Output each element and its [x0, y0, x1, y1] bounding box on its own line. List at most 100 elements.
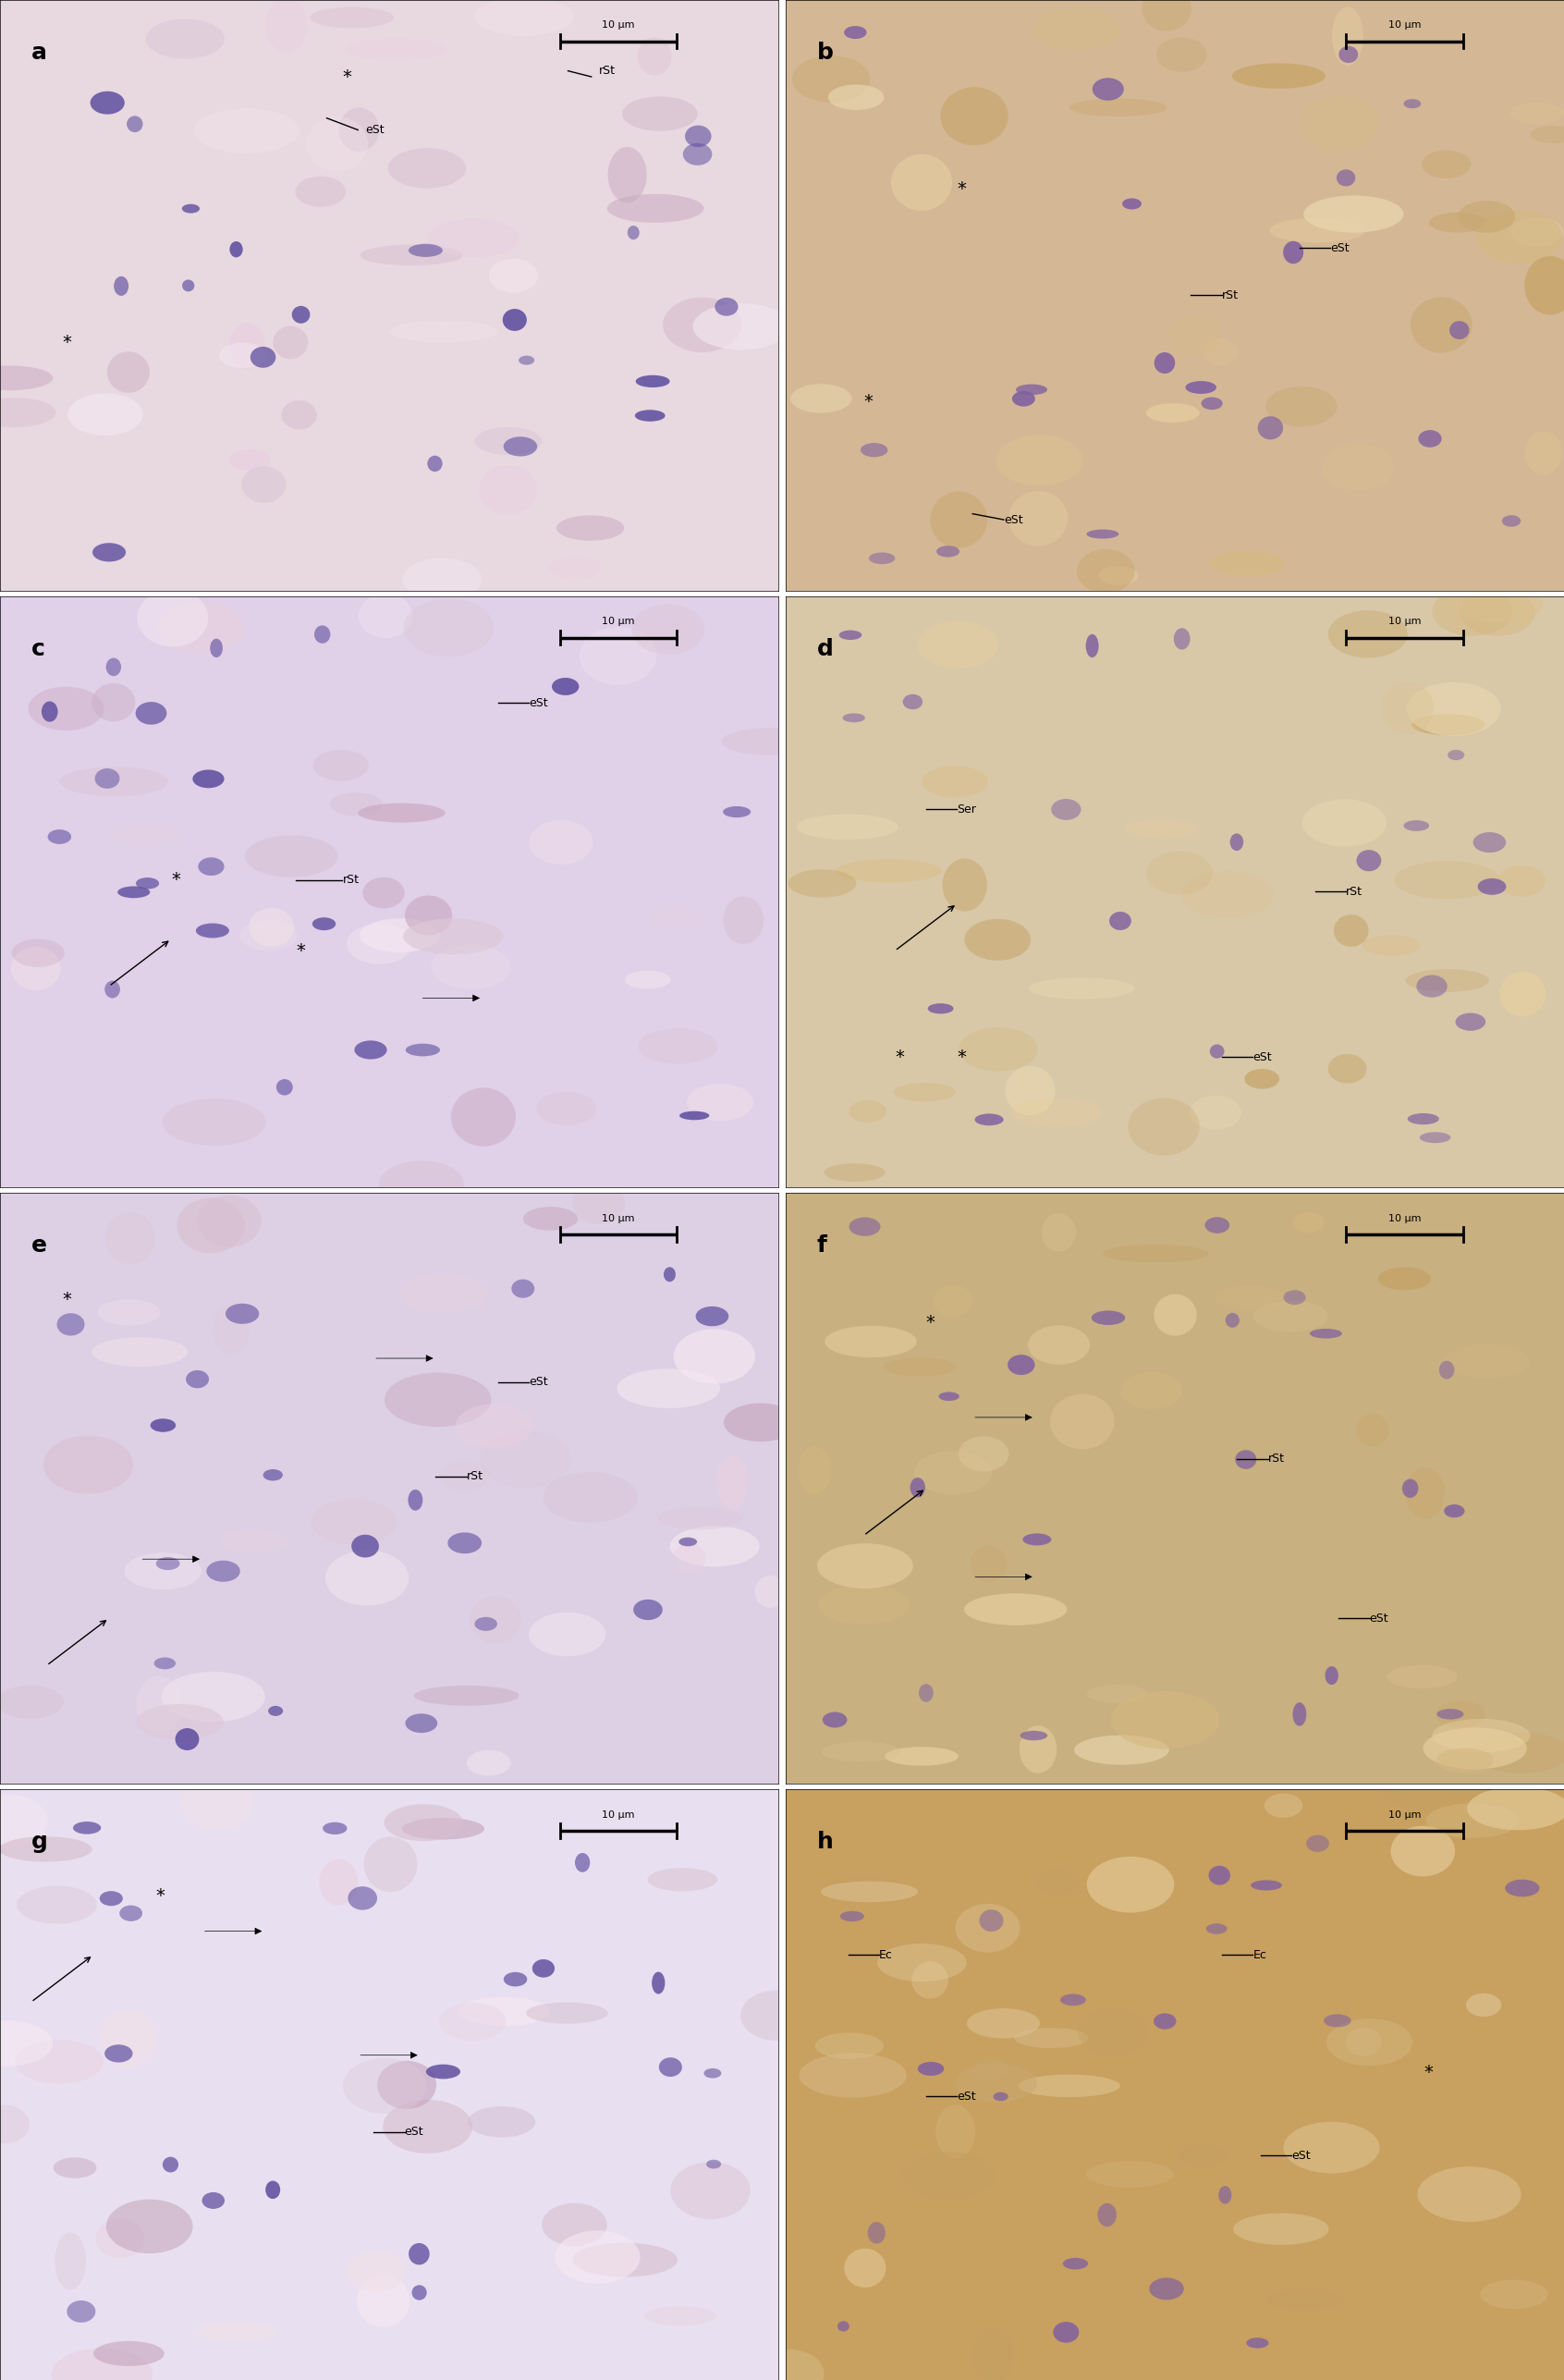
Ellipse shape [679, 1537, 698, 1547]
Ellipse shape [292, 307, 310, 324]
Ellipse shape [1042, 1214, 1076, 1252]
Ellipse shape [1229, 833, 1243, 850]
Text: 10 μm: 10 μm [602, 1214, 635, 1223]
Text: 10 μm: 10 μm [602, 21, 635, 31]
Ellipse shape [119, 1906, 142, 1921]
Ellipse shape [230, 324, 266, 369]
Ellipse shape [364, 1837, 418, 1892]
Ellipse shape [891, 155, 952, 212]
Ellipse shape [754, 2349, 824, 2380]
Ellipse shape [156, 602, 244, 652]
Ellipse shape [1456, 1014, 1486, 1031]
Ellipse shape [971, 1545, 1007, 1583]
Ellipse shape [106, 2199, 192, 2254]
Ellipse shape [1448, 750, 1464, 759]
Ellipse shape [136, 1676, 183, 1733]
Ellipse shape [707, 2159, 721, 2168]
Ellipse shape [389, 321, 497, 343]
Text: rSt: rSt [599, 64, 616, 76]
Ellipse shape [1531, 126, 1564, 143]
Ellipse shape [723, 897, 763, 945]
Ellipse shape [1204, 1216, 1229, 1233]
Text: *: * [156, 1887, 164, 1904]
Ellipse shape [526, 2002, 608, 2023]
Ellipse shape [479, 1430, 572, 1488]
Ellipse shape [0, 1795, 48, 1849]
Ellipse shape [404, 597, 494, 657]
Ellipse shape [882, 1359, 957, 1376]
Text: *: * [863, 393, 873, 409]
Ellipse shape [181, 205, 200, 214]
Ellipse shape [163, 1100, 266, 1145]
Ellipse shape [125, 1552, 202, 1590]
Ellipse shape [1345, 2028, 1383, 2056]
Ellipse shape [557, 516, 624, 540]
Ellipse shape [1403, 821, 1429, 831]
Ellipse shape [918, 2061, 945, 2075]
Ellipse shape [845, 2249, 885, 2287]
Ellipse shape [1098, 2204, 1117, 2228]
Ellipse shape [388, 148, 466, 188]
Ellipse shape [791, 55, 870, 102]
Ellipse shape [1378, 1266, 1431, 1290]
Ellipse shape [1087, 1856, 1175, 1914]
Ellipse shape [106, 823, 183, 845]
Ellipse shape [1284, 1290, 1306, 1304]
Ellipse shape [827, 86, 884, 109]
Ellipse shape [1207, 550, 1286, 576]
Ellipse shape [150, 1418, 175, 1433]
Ellipse shape [250, 347, 275, 369]
Ellipse shape [1020, 1726, 1057, 1773]
Ellipse shape [408, 2242, 430, 2266]
Ellipse shape [685, 126, 712, 148]
Ellipse shape [1406, 683, 1501, 735]
Ellipse shape [266, 0, 308, 52]
Ellipse shape [425, 2063, 460, 2080]
Ellipse shape [1146, 852, 1212, 895]
Ellipse shape [687, 1083, 754, 1121]
Ellipse shape [1334, 914, 1368, 947]
Ellipse shape [816, 1542, 913, 1587]
Ellipse shape [723, 807, 751, 816]
Ellipse shape [529, 1611, 605, 1656]
Ellipse shape [439, 2002, 507, 2042]
Ellipse shape [307, 117, 368, 171]
Ellipse shape [671, 2161, 751, 2218]
Ellipse shape [937, 545, 960, 557]
Ellipse shape [1282, 240, 1303, 264]
Text: eSt: eSt [1004, 514, 1023, 526]
Ellipse shape [956, 1904, 1020, 1952]
Ellipse shape [92, 1338, 188, 1366]
Ellipse shape [1450, 321, 1469, 340]
Ellipse shape [404, 919, 504, 954]
Ellipse shape [913, 1452, 992, 1495]
Ellipse shape [42, 702, 58, 721]
Ellipse shape [1110, 1692, 1220, 1749]
Ellipse shape [1293, 1211, 1325, 1233]
Ellipse shape [0, 1837, 92, 1861]
Ellipse shape [161, 1671, 264, 1723]
Ellipse shape [1328, 1054, 1367, 1083]
Ellipse shape [824, 1164, 885, 1180]
Ellipse shape [1020, 1730, 1048, 1740]
Ellipse shape [466, 1749, 511, 1775]
Ellipse shape [1303, 800, 1387, 847]
Ellipse shape [608, 148, 647, 202]
Ellipse shape [798, 1447, 832, 1495]
Text: *: * [63, 1290, 72, 1309]
Ellipse shape [474, 426, 541, 455]
Text: Ser: Ser [957, 802, 976, 814]
Ellipse shape [469, 1597, 521, 1645]
Text: eSt: eSt [1331, 243, 1350, 255]
Ellipse shape [430, 945, 511, 990]
Text: *: * [957, 1047, 967, 1066]
Ellipse shape [796, 814, 898, 840]
Ellipse shape [355, 1040, 386, 1059]
Ellipse shape [576, 1854, 590, 1873]
Ellipse shape [219, 343, 266, 369]
Ellipse shape [823, 1711, 848, 1728]
Ellipse shape [1028, 1326, 1090, 1364]
Text: *: * [926, 1314, 935, 1333]
Ellipse shape [1465, 1994, 1501, 2016]
Ellipse shape [971, 2059, 1009, 2080]
